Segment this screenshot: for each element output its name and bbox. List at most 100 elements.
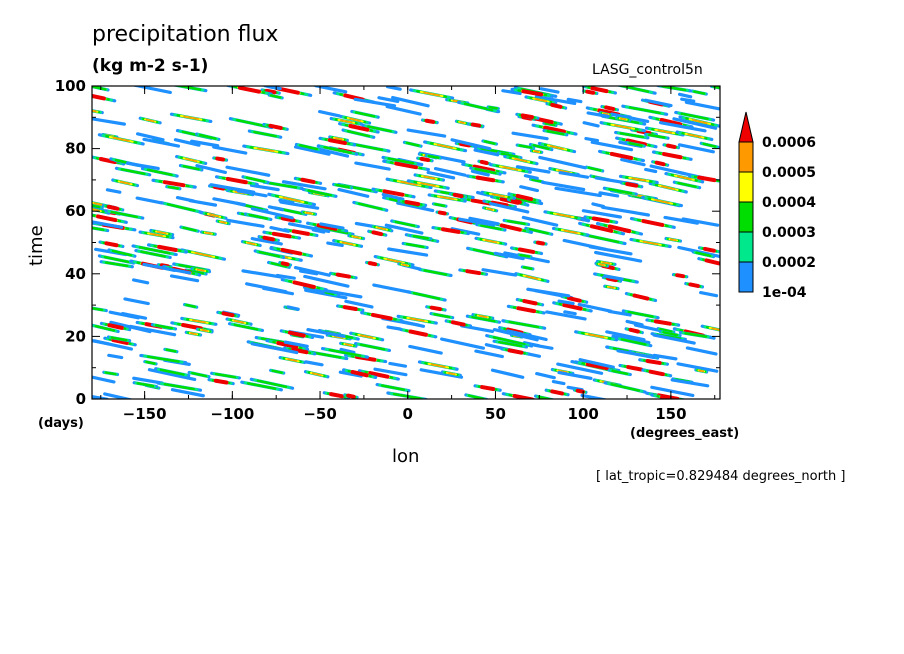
precip-feature	[625, 319, 644, 327]
contour-0.0006	[517, 247, 536, 254]
contour-1e-04	[539, 87, 560, 94]
contour-0.0006	[215, 156, 225, 162]
contour-0.0006	[157, 244, 178, 253]
precip-feature	[521, 215, 559, 227]
precip-feature	[241, 175, 270, 185]
precip-feature	[278, 355, 307, 365]
contour-0.0003	[423, 269, 448, 276]
contour-1e-04	[670, 378, 710, 388]
contour-1e-04	[314, 86, 348, 94]
contour-0.0003	[619, 132, 644, 139]
contour-0.0006	[346, 393, 356, 399]
contour-0.0006	[562, 303, 583, 311]
precip-feature	[106, 335, 132, 343]
contour-0.0005	[436, 143, 454, 149]
precip-feature	[382, 159, 430, 172]
precip-feature	[249, 183, 280, 192]
precip-feature	[687, 174, 720, 183]
contour-0.0005	[558, 169, 570, 174]
contour-0.0003	[94, 324, 116, 332]
contour-0.0006	[429, 305, 442, 312]
precip-feature	[250, 342, 299, 355]
x-tick-label: −150	[123, 405, 167, 423]
contour-0.0005	[654, 199, 670, 204]
precip-feature	[551, 379, 566, 386]
precip-feature	[641, 195, 683, 208]
contour-1e-04	[545, 310, 587, 321]
precip-feature	[645, 318, 681, 327]
contour-0.0003	[506, 219, 526, 225]
contour-0.0005	[257, 147, 275, 152]
precip-feature	[103, 336, 137, 347]
precip-feature	[605, 330, 646, 342]
contour-0.0003	[335, 183, 350, 189]
precip-feature	[183, 302, 199, 309]
precip-feature	[582, 121, 600, 128]
precip-feature	[545, 310, 587, 321]
contour-0.0005	[352, 235, 360, 239]
precip-feature	[429, 312, 455, 320]
contour-0.0003	[468, 394, 485, 399]
contour-0.0005	[642, 240, 659, 246]
precip-feature	[577, 302, 613, 313]
contour-0.0006	[591, 216, 610, 223]
precip-feature	[274, 215, 302, 224]
contour-0.0003	[588, 234, 620, 244]
precip-feature	[677, 143, 715, 154]
precip-feature	[418, 267, 453, 278]
contour-0.0006	[96, 214, 118, 223]
contour-0.0003	[463, 102, 494, 112]
contour-1e-04	[318, 110, 342, 118]
contour-0.0005	[119, 181, 131, 185]
contour-0.0006	[459, 142, 471, 148]
precip-feature	[278, 198, 295, 205]
contour-0.0005	[514, 158, 528, 163]
contour-0.0006	[104, 241, 119, 248]
precip-feature	[537, 141, 577, 154]
precip-feature	[607, 368, 632, 377]
precip-feature	[129, 324, 177, 337]
precip-feature	[469, 166, 502, 176]
precip-feature	[178, 163, 204, 172]
precip-feature	[601, 275, 623, 283]
x-axis-units: (degrees_east)	[630, 426, 740, 441]
precip-feature	[303, 370, 330, 379]
precip-feature	[480, 190, 516, 200]
precip-feature	[134, 248, 172, 260]
precip-feature	[267, 260, 291, 269]
contour-0.0006	[575, 388, 585, 394]
contour-1e-04	[577, 302, 613, 313]
precip-feature	[97, 254, 136, 265]
precip-feature	[691, 250, 716, 259]
contour-0.0006	[522, 299, 538, 306]
contour-0.0006	[625, 138, 647, 147]
precip-feature	[262, 286, 295, 296]
precip-feature	[425, 305, 447, 312]
contour-1e-04	[190, 139, 220, 148]
precip-feature	[643, 98, 673, 108]
precip-feature	[603, 284, 620, 291]
contour-0.0006	[452, 192, 464, 199]
contour-0.0005	[549, 145, 565, 150]
contour-1e-04	[131, 86, 172, 95]
contour-1e-04	[481, 268, 518, 277]
contour-1e-04	[578, 358, 615, 369]
precip-feature	[510, 87, 555, 98]
contour-1e-04	[616, 349, 656, 360]
precip-feature	[506, 329, 548, 342]
precip-feature	[97, 133, 145, 146]
y-tick-label: 100	[55, 77, 86, 95]
precip-feature	[350, 109, 380, 119]
precip-feature	[656, 327, 676, 334]
precip-feature	[615, 116, 632, 122]
precip-feature	[662, 143, 681, 150]
precip-feature	[514, 272, 550, 283]
precip-feature	[516, 253, 533, 259]
contour-0.0003	[627, 310, 654, 318]
contour-0.0006	[641, 219, 665, 227]
precip-feature	[101, 203, 125, 212]
precip-feature	[542, 128, 569, 137]
precip-feature	[328, 271, 358, 280]
contour-0.0005	[484, 239, 497, 244]
contour-0.0003	[323, 145, 352, 155]
